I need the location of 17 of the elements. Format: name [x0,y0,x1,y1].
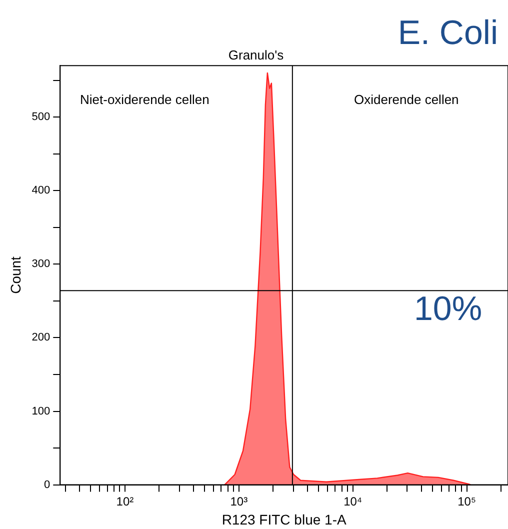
text: E. Coli [398,14,498,53]
chart-title: Granulo's [228,47,284,62]
x-tick-label: 10² [116,494,134,508]
x-tick-label: 10³ [230,494,248,508]
y-tick-label: 100 [32,405,50,418]
annotation: Oxiderende cellen [354,92,459,107]
x-axis-title: R123 FITC blue 1-A [222,511,347,528]
annotation: 10% [414,290,482,329]
annotation: Niet-oxiderende cellen [80,92,210,107]
x-tick-label: 10⁴ [344,494,362,508]
y-tick-label: 300 [32,258,50,270]
x-tick-label: 10⁵ [458,494,476,508]
y-tick-label: 500 [32,111,50,124]
y-axis-title: Count [7,256,24,294]
y-tick-label: 400 [32,184,50,197]
y-tick-label: 200 [32,332,50,344]
y-tick-label: 0 [44,478,50,491]
